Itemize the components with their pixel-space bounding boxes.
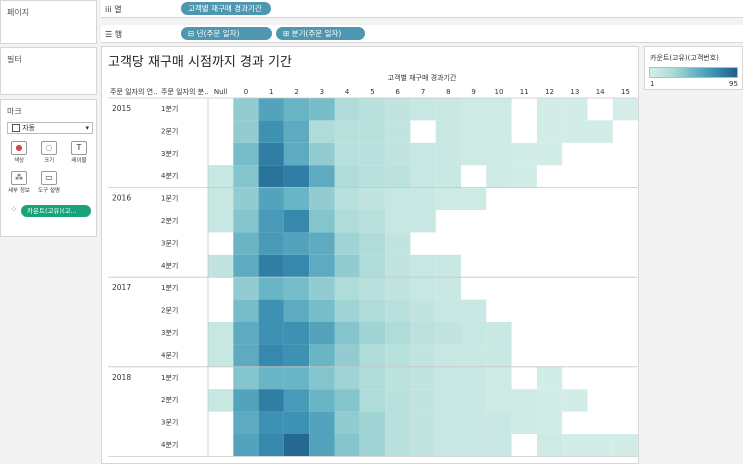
filters-card[interactable]: 필터	[0, 47, 97, 95]
tooltip-icon: ▭	[41, 171, 57, 185]
legend-color-ramp	[649, 67, 738, 78]
sidebar-empty-area	[0, 240, 97, 464]
rows-pill-year[interactable]: ⊟ 년(주문 일자)	[181, 27, 272, 40]
tooltip-button-label: 도구 설명	[38, 188, 60, 194]
legend-max: 95	[729, 80, 738, 88]
columns-icon: iii	[105, 5, 112, 14]
detail-button[interactable]: ⁂ 세부 정보	[8, 170, 30, 196]
rows-shelf-label: ☰ 행	[105, 30, 123, 39]
detail-icon: ⁂	[11, 171, 27, 185]
mark-type-icon	[12, 124, 20, 132]
viz-title: 고객당 재구매 시점까지 경과 기간	[108, 55, 292, 70]
chevron-down-icon: ▾	[85, 124, 89, 132]
label-button-label: 레이블	[71, 158, 87, 164]
label-button[interactable]: T 레이블	[68, 140, 90, 166]
color-button-label: 색상	[13, 158, 25, 164]
marks-card: 마크 자동 ▾ ● 색상 ◌ 크기 T 레이블 ⁂ 세부 정보 ▭ 도구 설명 …	[0, 99, 97, 237]
pages-card-title: 페이지	[7, 8, 30, 17]
color-icon: ●	[11, 141, 27, 155]
viz-pane	[101, 46, 639, 464]
legend-title: 카운트(고유)(고객번호)	[650, 54, 719, 62]
tooltip-button[interactable]: ▭ 도구 설명	[38, 170, 60, 196]
size-icon: ◌	[41, 141, 57, 155]
filters-card-title: 필터	[7, 55, 22, 64]
size-button-label: 크기	[43, 158, 55, 164]
columns-pill[interactable]: 고객별 재구매 경과기간	[181, 2, 271, 15]
mark-type-value: 자동	[22, 124, 36, 132]
rows-pill-quarter[interactable]: ⊞ 분기(주문 일자)	[276, 27, 365, 40]
color-button[interactable]: ● 색상	[8, 140, 30, 166]
marks-card-title: 마크	[7, 107, 22, 116]
columns-shelf[interactable]: iii 열 고객별 재구매 경과기간	[101, 0, 743, 18]
rows-icon: ☰	[105, 30, 113, 39]
color-field-pill[interactable]: 카운트(고유)(고...	[21, 205, 91, 217]
color-dots-icon: ⁘	[10, 205, 18, 215]
legend-min: 1	[650, 80, 655, 88]
mark-type-dropdown[interactable]: 자동 ▾	[7, 122, 93, 134]
rows-shelf[interactable]: ☰ 행 ⊟ 년(주문 일자) ⊞ 분기(주문 일자)	[101, 25, 743, 43]
columns-shelf-label: iii 열	[105, 5, 122, 14]
pages-card[interactable]: 페이지	[0, 0, 97, 44]
detail-button-label: 세부 정보	[8, 188, 30, 194]
label-icon: T	[71, 141, 87, 155]
size-button[interactable]: ◌ 크기	[38, 140, 60, 166]
